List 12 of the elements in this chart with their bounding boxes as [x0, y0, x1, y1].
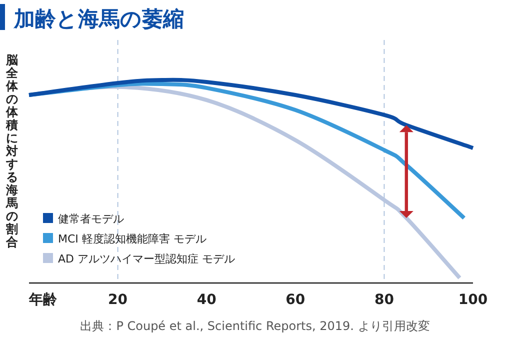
x-tick-label: 80: [374, 292, 394, 308]
x-tick-label: 20: [108, 292, 128, 308]
legend-label: MCI 軽度認知機能障害 モデル: [58, 232, 206, 246]
x-tick-label: 40: [196, 292, 217, 308]
x-tick-label: 100: [458, 292, 488, 308]
legend-label: AD アルツハイマー型認知症 モデル: [58, 252, 235, 266]
legend-label: 健常者モデル: [58, 212, 124, 226]
source-note: 出典：P Coupé et al., Scientific Reports, 2019. より引用改変: [80, 319, 430, 333]
x-tick-label: 60: [286, 292, 306, 308]
x-axis-title: 年齢: [28, 292, 58, 308]
chart-title: 加齢と海馬の萎縮: [13, 7, 184, 31]
text: 脳全体の体積に対する海馬の割合: [6, 53, 18, 249]
